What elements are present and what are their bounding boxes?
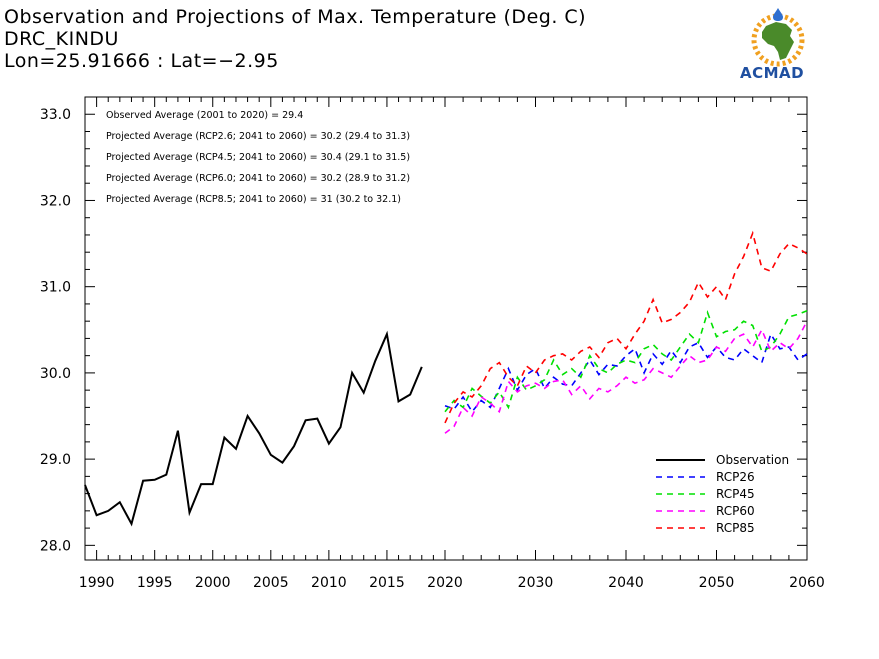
africa-map-icon [762,22,794,60]
annotation-text: Projected Average (RCP2.6; 2041 to 2060)… [106,131,410,142]
annotation-text: Observed Average (2001 to 2020) = 29.4 [106,110,303,121]
y-tick-label: 28.0 [40,538,71,554]
x-tick-label: 2000 [195,575,231,591]
x-tick-label: 2015 [369,575,405,591]
series-line-rcp85 [444,230,808,424]
series-lines [84,230,808,527]
location-name: DRC_KINDU [4,28,119,50]
series-line-rcp26 [444,332,808,414]
y-tick-label: 32.0 [40,193,71,209]
annotation-text: Projected Average (RCP8.5; 2041 to 2060)… [106,194,401,205]
legend-label: RCP45 [716,487,755,501]
water-drop-icon [773,8,783,21]
legend-label: RCP26 [716,470,755,484]
x-tick-label: 2005 [253,575,289,591]
series-line-rcp45 [444,309,808,413]
logo-text: ACMAD [740,64,805,82]
legend-label: RCP85 [716,521,755,535]
x-axis: 1990 1995 2000 2005 2010 2015 2020 2030 2040 2050… [79,97,825,591]
x-tick-label: 2050 [699,575,735,591]
chart-title: Observation and Projections of Max. Temp… [4,6,587,28]
series-line-observation [84,330,423,527]
annotation-text: Projected Average (RCP4.5; 2041 to 2060)… [106,152,410,163]
y-tick-label: 31.0 [40,280,71,296]
x-tick-label: 2020 [427,575,463,591]
sun-rays-icon [751,13,805,67]
x-tick-label: 2060 [789,575,825,591]
acmad-logo-icon [751,8,805,67]
x-tick-label: 2040 [608,575,644,591]
annotation-text: Projected Average (RCP6.0; 2041 to 2060)… [106,173,410,184]
x-tick-label: 1990 [79,575,115,591]
y-axis: 28.0 29.0 30.0 31.0 32.0 33.0 [40,107,807,554]
legend-label: RCP60 [716,504,755,518]
plot-frame [84,96,808,561]
title-block: Observation and Projections of Max. Temp… [4,6,586,72]
legend-label: Observation [716,453,789,467]
x-tick-label: 2010 [311,575,347,591]
y-tick-label: 33.0 [40,107,71,123]
x-tick-label: 2030 [518,575,554,591]
y-tick-label: 30.0 [40,366,71,382]
location-coords: Lon=25.91666 : Lat=−2.95 [4,50,279,72]
y-tick-label: 29.0 [40,452,71,468]
annotation-block: Observed Average (2001 to 2020) = 29.4 Pr… [106,110,410,205]
series-line-rcp60 [444,320,808,434]
x-tick-label: 1995 [137,575,173,591]
legend: Observation RCP26 RCP45 RCP60 RCP85 [656,453,789,535]
